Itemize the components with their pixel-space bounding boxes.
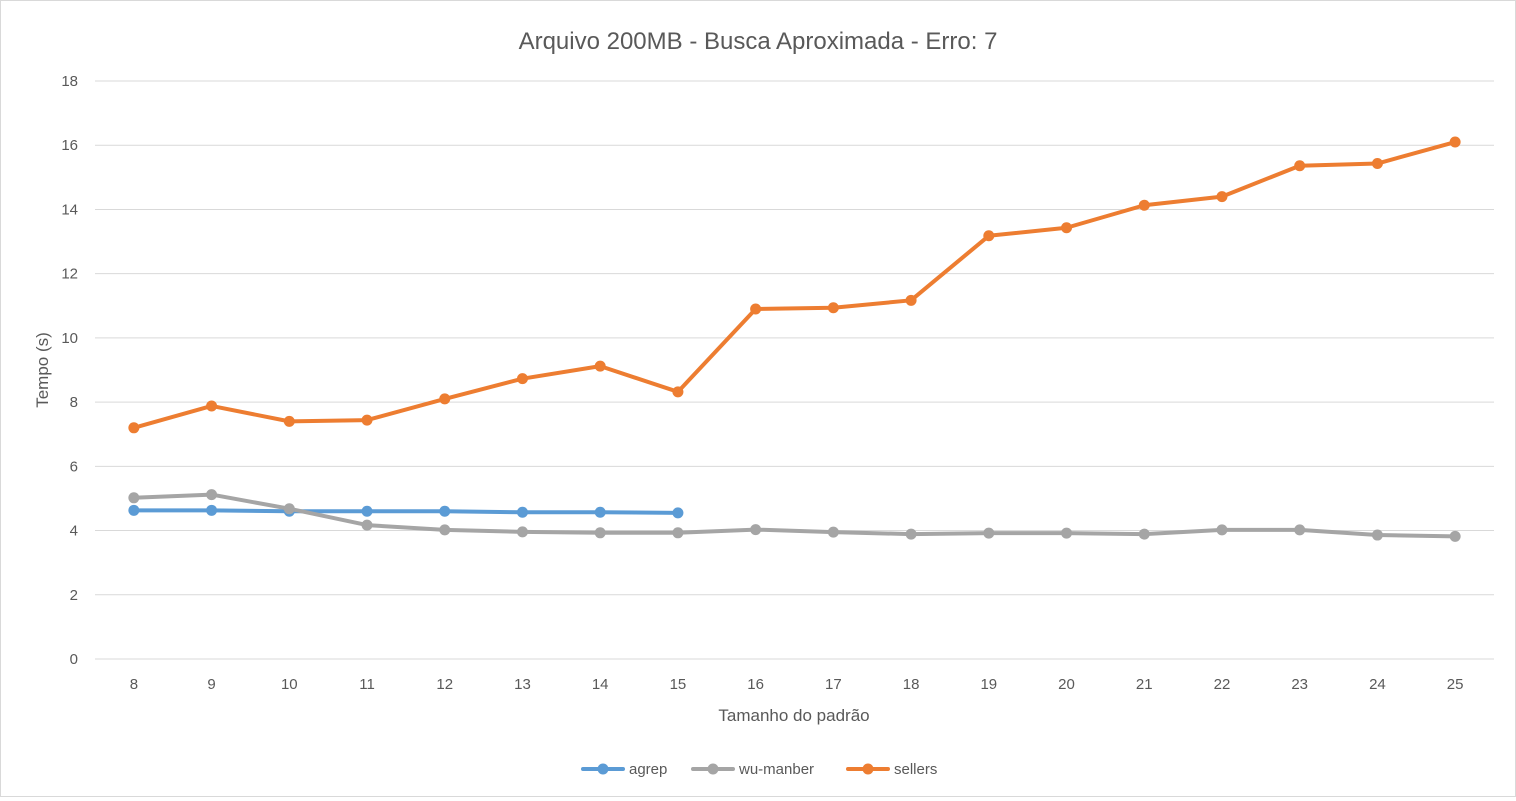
y-tick-label: 18: [61, 73, 78, 90]
x-tick-label: 16: [747, 676, 764, 693]
data-point: [1138, 199, 1150, 211]
data-point: [594, 506, 606, 518]
x-tick-label: 23: [1291, 676, 1308, 693]
data-point: [827, 526, 839, 538]
legend-item-agrep: agrep: [581, 761, 667, 778]
data-point: [983, 230, 995, 242]
data-point: [206, 504, 218, 516]
data-point: [128, 504, 140, 516]
data-point: [1371, 158, 1383, 170]
legend-marker: [862, 763, 874, 775]
data-point: [594, 360, 606, 372]
series-agrep: [128, 504, 684, 519]
y-tick-label: 14: [61, 201, 78, 218]
gridlines: [95, 80, 1494, 660]
data-point: [905, 528, 917, 540]
legend-label: agrep: [629, 761, 667, 778]
data-point: [905, 294, 917, 306]
x-tick-label: 22: [1214, 676, 1231, 693]
y-tick-label: 2: [70, 587, 78, 604]
x-tick-label: 18: [903, 676, 920, 693]
data-point: [594, 527, 606, 539]
series-line: [131, 508, 680, 515]
series-layer: [128, 136, 1461, 542]
data-point: [206, 400, 218, 412]
data-point: [750, 303, 762, 315]
data-point: [1138, 528, 1150, 540]
data-point: [128, 422, 140, 434]
legend-marker: [707, 763, 719, 775]
chart-title: Arquivo 200MB - Busca Aproximada - Erro:…: [519, 28, 998, 55]
legend-item-sellers: sellers: [846, 761, 937, 778]
legend-label: sellers: [894, 761, 937, 778]
series-wu-manber: [128, 489, 1461, 542]
x-tick-label: 24: [1369, 676, 1386, 693]
data-point: [516, 506, 528, 518]
data-point: [283, 415, 295, 427]
data-point: [516, 373, 528, 385]
data-point: [283, 503, 295, 515]
x-tick-label: 25: [1447, 676, 1464, 693]
x-tick-label: 19: [980, 676, 997, 693]
legend: agrep wu-manber sellers: [581, 761, 937, 778]
x-tick-label: 14: [592, 676, 609, 693]
y-tick-label: 6: [70, 458, 78, 475]
legend-marker: [597, 763, 609, 775]
y-tick-label: 8: [70, 394, 78, 411]
data-point: [128, 492, 140, 504]
y-tick-label: 16: [61, 137, 78, 154]
y-tick-label: 10: [61, 330, 78, 347]
x-tick-label: 11: [359, 676, 375, 693]
data-point: [1294, 524, 1306, 536]
data-point: [1061, 527, 1073, 539]
x-axis-ticks: 8 9 10 11 12 13 14 15 16 17 18 19 20 21 22 23 24 25: [130, 676, 1464, 693]
x-tick-label: 13: [514, 676, 531, 693]
x-tick-label: 10: [281, 676, 298, 693]
data-point: [672, 507, 684, 519]
legend-label: wu-manber: [738, 761, 814, 778]
data-point: [1449, 136, 1461, 148]
x-tick-label: 20: [1058, 676, 1075, 693]
data-point: [439, 505, 451, 517]
series-line: [131, 492, 1458, 539]
y-tick-label: 0: [70, 651, 78, 668]
data-point: [1061, 222, 1073, 234]
x-axis-title: Tamanho do padrão: [718, 706, 869, 725]
x-tick-label: 9: [207, 676, 215, 693]
y-tick-label: 12: [61, 266, 78, 283]
data-point: [983, 527, 995, 539]
x-tick-label: 21: [1136, 676, 1153, 693]
data-point: [439, 393, 451, 405]
data-point: [516, 526, 528, 538]
y-axis-ticks: 0 2 4 6 8 10 12 14 16 18: [61, 73, 78, 668]
data-point: [1371, 529, 1383, 541]
data-point: [361, 414, 373, 426]
data-point: [1294, 160, 1306, 172]
data-point: [827, 302, 839, 314]
data-point: [361, 519, 373, 531]
data-point: [439, 524, 451, 536]
y-tick-label: 4: [70, 523, 78, 540]
data-point: [750, 524, 762, 536]
x-tick-label: 12: [436, 676, 453, 693]
series-sellers: [128, 136, 1461, 434]
data-point: [206, 489, 218, 501]
y-axis-title: Tempo (s): [33, 332, 52, 408]
legend-item-wu-manber: wu-manber: [691, 761, 814, 778]
data-point: [1216, 524, 1228, 536]
data-point: [672, 527, 684, 539]
series-line: [131, 140, 1458, 430]
x-tick-label: 15: [670, 676, 687, 693]
data-point: [361, 505, 373, 517]
x-tick-label: 8: [130, 676, 138, 693]
data-point: [1449, 530, 1461, 542]
x-tick-label: 17: [825, 676, 842, 693]
data-point: [1216, 191, 1228, 203]
data-point: [672, 386, 684, 398]
